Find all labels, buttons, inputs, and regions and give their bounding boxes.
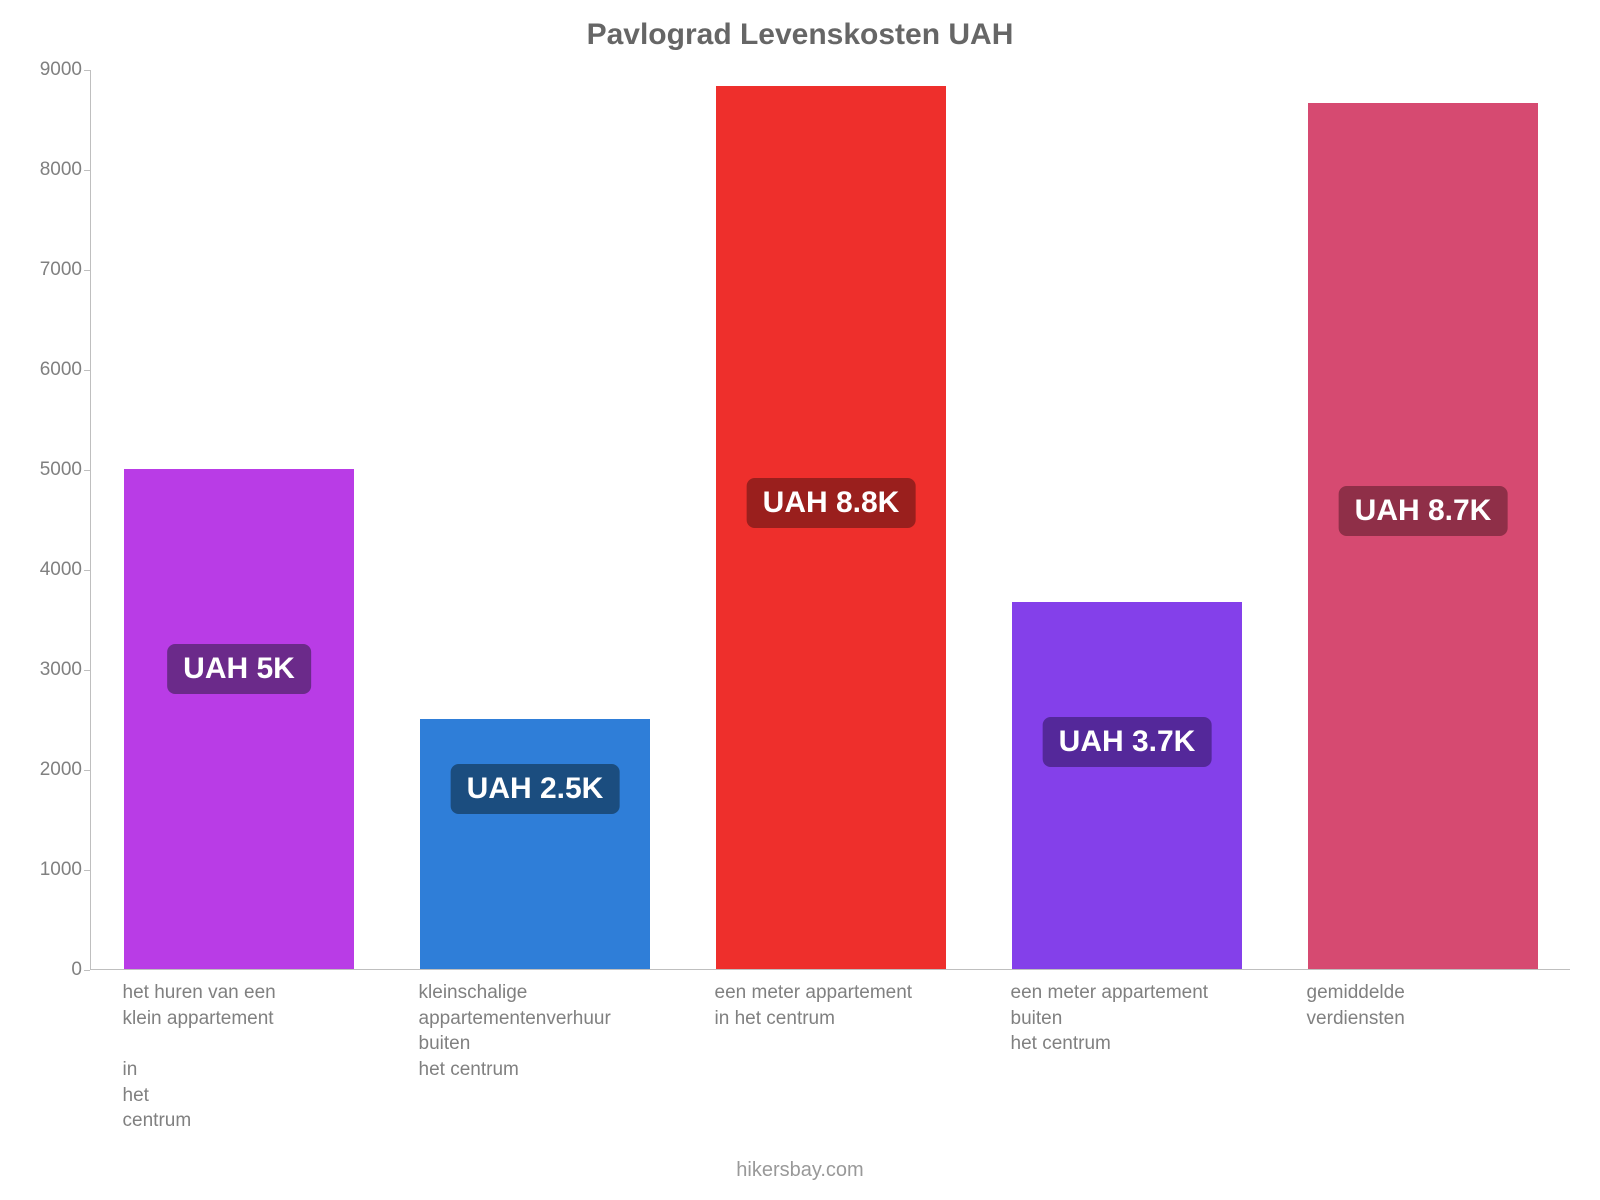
bar	[124, 469, 355, 969]
y-tick-label: 0	[0, 959, 82, 981]
y-tick-label: 5000	[0, 459, 82, 481]
y-tick-mark	[84, 970, 90, 971]
footer-credit: hikersbay.com	[0, 1159, 1600, 1182]
bar-value-label: UAH 5K	[167, 644, 311, 694]
x-tick-label: gemiddeldeverdiensten	[1307, 980, 1538, 1031]
chart-title: Pavlograd Levenskosten UAH	[0, 18, 1600, 52]
y-tick-label: 8000	[0, 159, 82, 181]
bar-value-label: UAH 3.7K	[1043, 717, 1212, 767]
x-tick-label: kleinschaligeappartementenverhuurbuitenh…	[419, 980, 650, 1083]
x-tick-label: een meter appartementin het centrum	[715, 980, 946, 1031]
bar	[1012, 602, 1243, 969]
bar-value-label: UAH 2.5K	[451, 764, 620, 814]
plot-area: UAH 5K UAH 2.5K UAH 8.8K UAH 3.7K UAH 8.7K	[90, 70, 1570, 970]
y-tick-label: 4000	[0, 559, 82, 581]
bar	[420, 719, 651, 969]
chart-container: Pavlograd Levenskosten UAH 0 1000 2000 3000…	[0, 0, 1600, 1200]
y-tick-label: 9000	[0, 59, 82, 81]
y-tick-label: 1000	[0, 859, 82, 881]
y-tick-label: 7000	[0, 259, 82, 281]
bar-value-label: UAH 8.8K	[747, 478, 916, 528]
bar	[716, 86, 947, 969]
y-tick-label: 6000	[0, 359, 82, 381]
y-tick-label: 2000	[0, 759, 82, 781]
y-tick-label: 3000	[0, 659, 82, 681]
x-tick-label: een meter appartementbuitenhet centrum	[1011, 980, 1242, 1057]
bar	[1308, 103, 1539, 969]
bar-value-label: UAH 8.7K	[1339, 486, 1508, 536]
x-tick-label: het huren van eenklein appartement inhet…	[123, 980, 354, 1134]
